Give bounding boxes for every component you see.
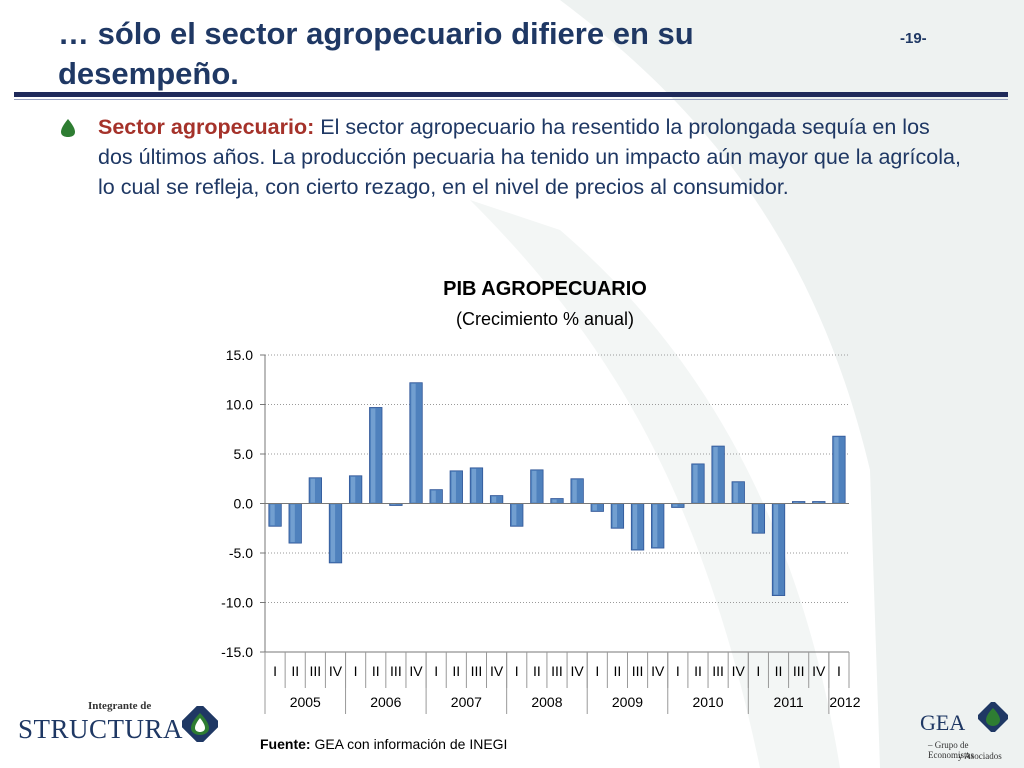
bar-highlight [411,383,416,503]
x-quarter-label: I [515,663,519,679]
bullet-text: El sector agropecuario ha resentido la p… [98,115,961,199]
bar-highlight [572,479,577,503]
slide-title: … sólo el sector agropecuario difiere en… [58,16,694,91]
x-year-label: 2011 [774,694,804,710]
bar-highlight [511,504,517,526]
structura-wordmark: STRUCTURA [18,714,184,744]
gea-wordmark: GEA [920,710,966,735]
bar-highlight [290,504,295,543]
y-tick-label: 10.0 [226,397,253,413]
gea-mark-icon [978,702,1008,732]
bar-highlight [431,490,436,503]
bar-highlight [652,504,658,548]
bar-highlight [753,504,759,533]
y-tick-label: 15.0 [226,347,253,363]
x-quarter-label: IV [571,663,585,679]
x-quarter-label: IV [329,663,343,679]
bar-highlight [552,499,557,503]
bar-highlight [773,504,779,595]
x-quarter-label: III [712,663,724,679]
bar-highlight [330,504,336,562]
x-quarter-label: III [632,663,644,679]
y-tick-label: 5.0 [234,446,254,462]
x-quarter-label: I [676,663,680,679]
x-year-label: 2010 [692,694,723,710]
bar-highlight [350,476,356,503]
x-quarter-label: II [452,663,460,679]
bar-highlight [632,504,638,550]
x-quarter-label: II [291,663,299,679]
x-quarter-label: II [533,663,541,679]
x-year-label: 2012 [829,694,860,710]
bar-highlight [834,437,839,503]
bar-highlight [713,447,718,503]
bullet-lead: Sector agropecuario: [98,115,315,139]
source-text: GEA con información de INEGI [310,736,508,752]
x-quarter-label: I [354,663,358,679]
bar-highlight [391,504,396,505]
x-year-label: 2007 [451,694,482,710]
gea-subtitle-line2: y Asociados [958,751,1002,761]
title-divider [14,92,1008,97]
x-quarter-label: III [551,663,563,679]
x-quarter-label: II [372,663,380,679]
x-quarter-label: I [837,663,841,679]
x-quarter-label: IV [812,663,826,679]
bar-highlight [733,482,738,503]
x-quarter-label: I [273,663,277,679]
bar-highlight [693,464,698,503]
bullet-paragraph: Sector agropecuario: El sector agropecua… [98,112,968,202]
x-quarter-label: I [434,663,438,679]
x-quarter-label: III [310,663,322,679]
title-divider-thin [14,99,1008,100]
bar-highlight [471,468,477,503]
gea-logo: GEA – Grupo de Economistas y Asociados [900,702,1015,764]
bar-highlight [371,408,376,503]
y-tick-label: -5.0 [229,545,253,561]
y-tick-label: -10.0 [221,595,253,611]
source-label: Fuente: [260,736,311,752]
chart-subtitle: (Crecimiento % anual) [455,309,635,329]
x-quarter-label: II [775,663,783,679]
x-quarter-label: III [390,663,402,679]
x-quarter-label: III [793,663,805,679]
x-year-label: 2009 [612,694,643,710]
x-quarter-label: II [614,663,622,679]
x-quarter-label: IV [409,663,423,679]
chart-title: PIB AGROPECUARIO [443,278,647,300]
bar-highlight [793,502,799,504]
x-quarter-label: I [756,663,760,679]
x-year-label: 2006 [370,694,401,710]
bar-highlight [532,470,537,503]
x-quarter-label: IV [651,663,665,679]
structura-logo: Integrante de STRUCTURA [18,700,218,750]
bar-highlight [451,471,456,503]
bar-highlight [592,504,597,511]
x-quarter-label: I [595,663,599,679]
leaf-bullet-icon [61,119,75,137]
x-year-label: 2005 [290,694,321,710]
y-tick-label: 0.0 [234,496,254,512]
bar-highlight [310,478,315,503]
page-number: -19- [900,30,927,47]
bar-highlight [612,504,618,528]
x-quarter-label: III [471,663,483,679]
structura-mark-icon [182,706,218,742]
bar-highlight [814,502,819,504]
structura-tagline: Integrante de [88,700,152,712]
bar-highlight [491,496,497,503]
bar-highlight [673,504,678,507]
bar-highlight [270,504,275,526]
x-quarter-label: IV [732,663,746,679]
gea-subtitle-line1: – Grupo de Economistas [928,740,974,760]
y-tick-label: -15.0 [221,644,253,660]
x-quarter-label: IV [490,663,504,679]
x-year-label: 2008 [531,694,562,710]
source-note: Fuente: GEA con información de INEGI [260,736,507,752]
x-quarter-label: II [694,663,702,679]
